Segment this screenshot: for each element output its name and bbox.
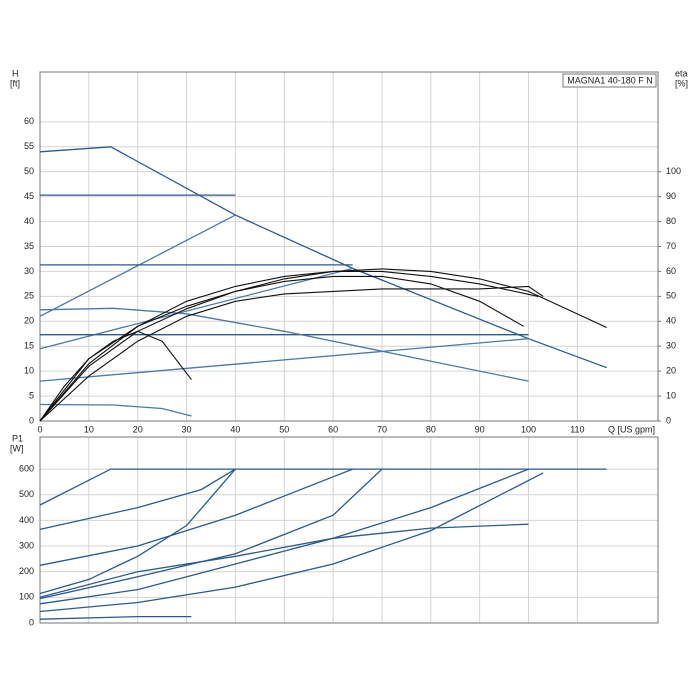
y2-axis-unit: [%]: [675, 78, 688, 88]
y-axis-unit: [ft]: [10, 78, 20, 88]
curve: [39, 468, 353, 566]
curve: [39, 468, 529, 605]
y2-tick-label: 100: [666, 166, 681, 176]
curve: [39, 285, 544, 422]
x-tick-label: 80: [426, 424, 436, 434]
curve: [39, 468, 607, 506]
x-axis-label: Q [US gpm]: [608, 424, 655, 434]
curve: [39, 523, 529, 598]
y-tick-label: 400: [19, 515, 34, 525]
y-tick-label: 30: [24, 266, 34, 276]
x-tick-label: 40: [230, 424, 240, 434]
title-box: [562, 73, 657, 88]
y-axis-label: P1: [12, 433, 23, 443]
y-tick-label: 10: [24, 366, 34, 376]
y2-axis-label: eta: [675, 68, 688, 78]
y2-tick-label: 20: [666, 366, 676, 376]
plot-frame: [39, 436, 659, 624]
curve: [39, 268, 607, 422]
y-tick-label: 55: [24, 141, 34, 151]
y-tick-label: 15: [24, 341, 34, 351]
y-tick-label: 25: [24, 291, 34, 301]
y-tick-label: 0: [29, 415, 34, 425]
chart-title: MAGNA1 40-180 F N: [567, 75, 653, 85]
y-tick-label: 0: [29, 617, 34, 627]
y2-tick-label: 50: [666, 291, 676, 301]
y-tick-label: 200: [19, 566, 34, 576]
y-tick-label: 5: [29, 390, 34, 400]
y-tick-label: 60: [24, 116, 34, 126]
y2-tick-label: 0: [666, 415, 671, 425]
y-tick-label: 35: [24, 241, 34, 251]
curve: [39, 338, 529, 382]
curve: [39, 472, 544, 613]
y-tick-label: 100: [19, 592, 34, 602]
curve: [39, 330, 192, 422]
x-tick-label: 30: [182, 424, 192, 434]
x-tick-label: 50: [279, 424, 289, 434]
x-tick-label: 70: [377, 424, 387, 434]
x-tick-label: 10: [84, 424, 94, 434]
curve: [39, 307, 529, 382]
y-tick-label: 50: [24, 166, 34, 176]
curve: [39, 403, 192, 417]
curve: [39, 468, 236, 531]
y-axis-unit: [W]: [10, 443, 24, 453]
y2-tick-label: 40: [666, 316, 676, 326]
curve: [39, 468, 383, 600]
curve: [39, 146, 607, 369]
y-tick-label: 600: [19, 463, 34, 473]
y2-tick-label: 90: [666, 191, 676, 201]
x-tick-label: 60: [328, 424, 338, 434]
x-tick-label: 100: [521, 424, 536, 434]
x-tick-label: 20: [133, 424, 143, 434]
curve: [39, 615, 192, 620]
y-tick-label: 45: [24, 191, 34, 201]
x-tick-label: 110: [570, 424, 584, 434]
curve: [39, 275, 524, 422]
y-tick-label: 500: [19, 489, 34, 499]
y2-tick-label: 10: [666, 390, 676, 400]
plot-frame: [39, 71, 659, 422]
y2-tick-label: 30: [666, 341, 676, 351]
y-tick-label: 300: [19, 540, 34, 550]
y-tick-label: 40: [24, 216, 34, 226]
y2-tick-label: 70: [666, 241, 676, 251]
x-tick-label: 90: [475, 424, 485, 434]
curve: [39, 270, 539, 422]
y2-tick-label: 80: [666, 216, 676, 226]
y-axis-label: H: [12, 68, 19, 78]
x-tick-label: 0: [37, 424, 42, 434]
y-tick-label: 20: [24, 316, 34, 326]
curve: [39, 468, 236, 595]
curve: [39, 214, 236, 317]
y2-tick-label: 60: [666, 266, 676, 276]
